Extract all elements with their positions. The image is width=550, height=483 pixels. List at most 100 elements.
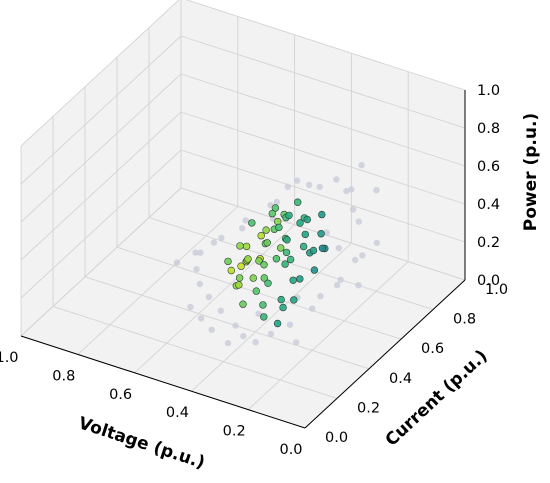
data-point bbox=[173, 259, 181, 266]
x-tick-label: 0.2 bbox=[223, 424, 246, 440]
data-point bbox=[272, 255, 281, 263]
data-point bbox=[193, 266, 200, 273]
grid-line bbox=[20, 111, 182, 261]
z-tick-label: 0.0 bbox=[477, 273, 500, 289]
data-point bbox=[218, 234, 225, 242]
data-point bbox=[352, 256, 359, 264]
grid-line bbox=[77, 206, 239, 355]
z-tick-label: 0.8 bbox=[477, 121, 500, 137]
data-point bbox=[343, 187, 350, 195]
data-point bbox=[192, 249, 199, 256]
data-point bbox=[337, 276, 344, 283]
data-point bbox=[282, 248, 291, 257]
data-point bbox=[294, 198, 302, 206]
z-tick-label: 0.2 bbox=[477, 235, 500, 251]
data-point bbox=[227, 266, 236, 275]
data-point bbox=[359, 252, 366, 259]
data-point bbox=[252, 287, 260, 295]
data-point bbox=[279, 303, 287, 312]
data-point bbox=[259, 301, 267, 309]
x-tick-label: 1.0 bbox=[0, 350, 19, 366]
data-point bbox=[239, 300, 247, 308]
data-point bbox=[239, 225, 246, 232]
grid-line bbox=[180, 35, 466, 129]
y-tick-label: 1.0 bbox=[485, 282, 508, 298]
grid-line bbox=[148, 217, 434, 311]
grid-line bbox=[180, 73, 466, 167]
data-point bbox=[303, 215, 311, 224]
data-point bbox=[240, 332, 247, 340]
data-point bbox=[273, 198, 280, 206]
data-point bbox=[224, 339, 232, 347]
data-point bbox=[235, 281, 243, 289]
data-point bbox=[248, 219, 256, 227]
grid-line bbox=[20, 187, 182, 337]
data-point bbox=[267, 330, 275, 338]
data-point bbox=[260, 274, 268, 282]
grid-line bbox=[247, 261, 409, 410]
data-point bbox=[309, 246, 318, 255]
data-point bbox=[299, 242, 308, 251]
z-tick-label: 0.4 bbox=[477, 197, 500, 213]
data-point bbox=[318, 210, 326, 219]
data-point bbox=[264, 279, 272, 287]
data-point bbox=[284, 183, 291, 190]
data-point bbox=[217, 307, 224, 314]
tick-labels: 0.00.20.40.60.81.00.00.20.40.60.81.00.00… bbox=[0, 83, 508, 458]
data-point bbox=[260, 313, 268, 321]
data-point bbox=[242, 242, 251, 251]
data-point bbox=[289, 276, 297, 284]
data-point bbox=[310, 266, 319, 274]
data-point bbox=[323, 229, 330, 236]
z-tick-label: 0.6 bbox=[477, 159, 500, 175]
data-point bbox=[224, 257, 232, 266]
data-point bbox=[268, 209, 276, 218]
data-point bbox=[283, 236, 291, 244]
data-point bbox=[196, 280, 204, 288]
grid-line bbox=[134, 224, 295, 374]
data-point bbox=[290, 296, 298, 304]
data-point bbox=[296, 275, 304, 283]
data-point bbox=[271, 204, 280, 212]
data-point bbox=[236, 242, 244, 250]
data-point bbox=[373, 239, 380, 247]
data-point bbox=[349, 206, 357, 213]
data-point bbox=[263, 239, 271, 247]
grid-line bbox=[185, 0, 466, 91]
grid-line bbox=[20, 0, 180, 147]
data-point bbox=[252, 339, 259, 346]
x-tick-label: 0.6 bbox=[109, 387, 132, 403]
data-point bbox=[333, 281, 341, 289]
data-point bbox=[348, 186, 355, 193]
grid-line bbox=[20, 73, 182, 223]
data-point bbox=[286, 321, 294, 328]
x-tick-label: 0.8 bbox=[52, 368, 75, 384]
data-point bbox=[255, 257, 263, 265]
data-point bbox=[317, 230, 325, 238]
data-point bbox=[277, 244, 285, 252]
data-point bbox=[373, 186, 380, 194]
data-point bbox=[232, 322, 239, 329]
data-point bbox=[208, 326, 215, 333]
data-point bbox=[355, 218, 363, 225]
grid-line bbox=[191, 242, 352, 392]
data-point bbox=[197, 315, 205, 322]
x-tick-label: 0.0 bbox=[279, 442, 302, 458]
x-axis-label: Voltage (p.u.) bbox=[76, 413, 207, 473]
data-point bbox=[358, 161, 365, 169]
axis-lines bbox=[20, 90, 466, 429]
data-point bbox=[293, 339, 300, 346]
data-point bbox=[260, 261, 268, 269]
side-pane bbox=[21, 0, 181, 336]
grid-line bbox=[52, 305, 338, 399]
data-point bbox=[317, 293, 324, 300]
data-points bbox=[173, 161, 380, 347]
data-point bbox=[277, 295, 285, 304]
data-point bbox=[333, 176, 340, 183]
floor-pane bbox=[21, 188, 465, 428]
data-point bbox=[281, 260, 289, 268]
grid-line bbox=[20, 35, 182, 185]
data-point bbox=[335, 245, 342, 252]
